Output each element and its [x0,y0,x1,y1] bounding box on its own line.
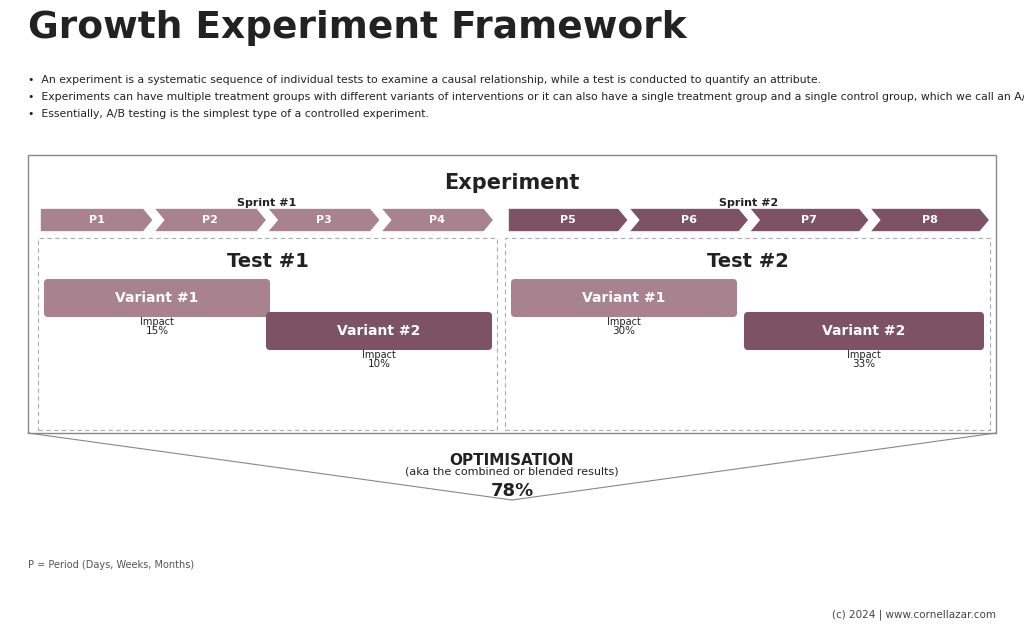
Text: P6: P6 [681,215,696,225]
Polygon shape [381,208,494,232]
Text: Impact: Impact [362,350,396,360]
Text: Growth Experiment Framework: Growth Experiment Framework [28,10,687,46]
Text: 78%: 78% [490,482,534,500]
Text: Variant #1: Variant #1 [583,291,666,305]
Text: •  Experiments can have multiple treatment groups with different variants of int: • Experiments can have multiple treatmen… [28,92,1024,102]
Text: Sprint #1: Sprint #1 [238,198,297,208]
Text: (aka the combined or blended results): (aka the combined or blended results) [406,467,618,477]
Text: Variant #2: Variant #2 [337,324,421,338]
FancyBboxPatch shape [266,312,492,350]
Bar [505,238,990,430]
Text: OPTIMISATION: OPTIMISATION [450,453,574,468]
Text: Test #1: Test #1 [226,252,308,271]
Text: •  An experiment is a systematic sequence of individual tests to examine a causa: • An experiment is a systematic sequence… [28,75,821,85]
Polygon shape [154,208,267,232]
Text: Test #2: Test #2 [707,252,788,271]
Bar [38,238,497,430]
Text: P3: P3 [315,215,332,225]
Polygon shape [629,208,749,232]
Text: 15%: 15% [145,326,169,336]
Polygon shape [267,208,381,232]
Text: Sprint #2: Sprint #2 [720,198,778,208]
Text: Impact: Impact [607,317,641,327]
Text: P = Period (Days, Weeks, Months): P = Period (Days, Weeks, Months) [28,560,195,570]
Text: 10%: 10% [368,359,390,369]
Text: Variant #1: Variant #1 [116,291,199,305]
Text: 33%: 33% [852,359,876,369]
Text: Experiment: Experiment [444,173,580,193]
FancyBboxPatch shape [744,312,984,350]
Text: P7: P7 [802,215,817,225]
Polygon shape [869,208,990,232]
FancyBboxPatch shape [511,279,737,317]
Text: P1: P1 [89,215,104,225]
Text: P8: P8 [922,215,938,225]
FancyBboxPatch shape [28,155,996,433]
Text: Impact: Impact [847,350,881,360]
Text: P2: P2 [203,215,218,225]
Text: P4: P4 [429,215,445,225]
Text: •  Essentially, A/B testing is the simplest type of a controlled experiment.: • Essentially, A/B testing is the simple… [28,109,429,119]
Text: Impact: Impact [140,317,174,327]
Text: (c) 2024 | www.cornellazar.com: (c) 2024 | www.cornellazar.com [831,610,996,620]
Polygon shape [508,208,629,232]
Polygon shape [40,208,154,232]
Text: Variant #2: Variant #2 [822,324,905,338]
Text: 30%: 30% [612,326,636,336]
FancyBboxPatch shape [44,279,270,317]
Text: P5: P5 [560,215,577,225]
Polygon shape [749,208,869,232]
